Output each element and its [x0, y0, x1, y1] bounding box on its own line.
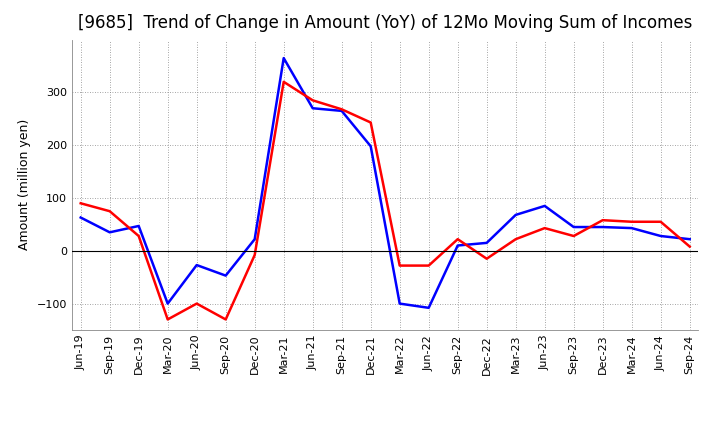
Net Income [251, 253, 259, 258]
Ordinary Income [598, 224, 607, 230]
Title: [9685]  Trend of Change in Amount (YoY) of 12Mo Moving Sum of Incomes: [9685] Trend of Change in Amount (YoY) o… [78, 15, 693, 33]
Net Income [482, 256, 491, 261]
Net Income [424, 263, 433, 268]
Ordinary Income [511, 212, 520, 217]
Ordinary Income [163, 301, 172, 306]
Net Income [366, 120, 375, 125]
Ordinary Income [570, 224, 578, 230]
Net Income [570, 233, 578, 238]
Y-axis label: Amount (million yen): Amount (million yen) [18, 119, 31, 250]
Ordinary Income [627, 225, 636, 231]
Net Income [279, 79, 288, 84]
Ordinary Income [135, 224, 143, 229]
Ordinary Income [454, 243, 462, 248]
Net Income [454, 237, 462, 242]
Ordinary Income [221, 273, 230, 278]
Ordinary Income [338, 108, 346, 114]
Ordinary Income [76, 215, 85, 220]
Net Income [338, 106, 346, 112]
Ordinary Income [395, 301, 404, 306]
Net Income [685, 244, 694, 249]
Net Income [135, 233, 143, 238]
Ordinary Income [657, 233, 665, 238]
Line: Ordinary Income: Ordinary Income [81, 58, 690, 308]
Line: Net Income: Net Income [81, 82, 690, 319]
Ordinary Income [366, 143, 375, 149]
Ordinary Income [279, 55, 288, 61]
Ordinary Income [482, 240, 491, 246]
Ordinary Income [192, 262, 201, 268]
Net Income [395, 263, 404, 268]
Net Income [192, 301, 201, 306]
Ordinary Income [424, 305, 433, 311]
Net Income [627, 219, 636, 224]
Net Income [541, 225, 549, 231]
Net Income [163, 317, 172, 322]
Net Income [76, 201, 85, 206]
Ordinary Income [308, 106, 317, 111]
Net Income [308, 98, 317, 103]
Ordinary Income [685, 237, 694, 242]
Net Income [657, 219, 665, 224]
Net Income [105, 209, 114, 214]
Ordinary Income [541, 203, 549, 209]
Net Income [598, 217, 607, 223]
Net Income [511, 237, 520, 242]
Ordinary Income [105, 230, 114, 235]
Ordinary Income [251, 237, 259, 242]
Net Income [221, 317, 230, 322]
